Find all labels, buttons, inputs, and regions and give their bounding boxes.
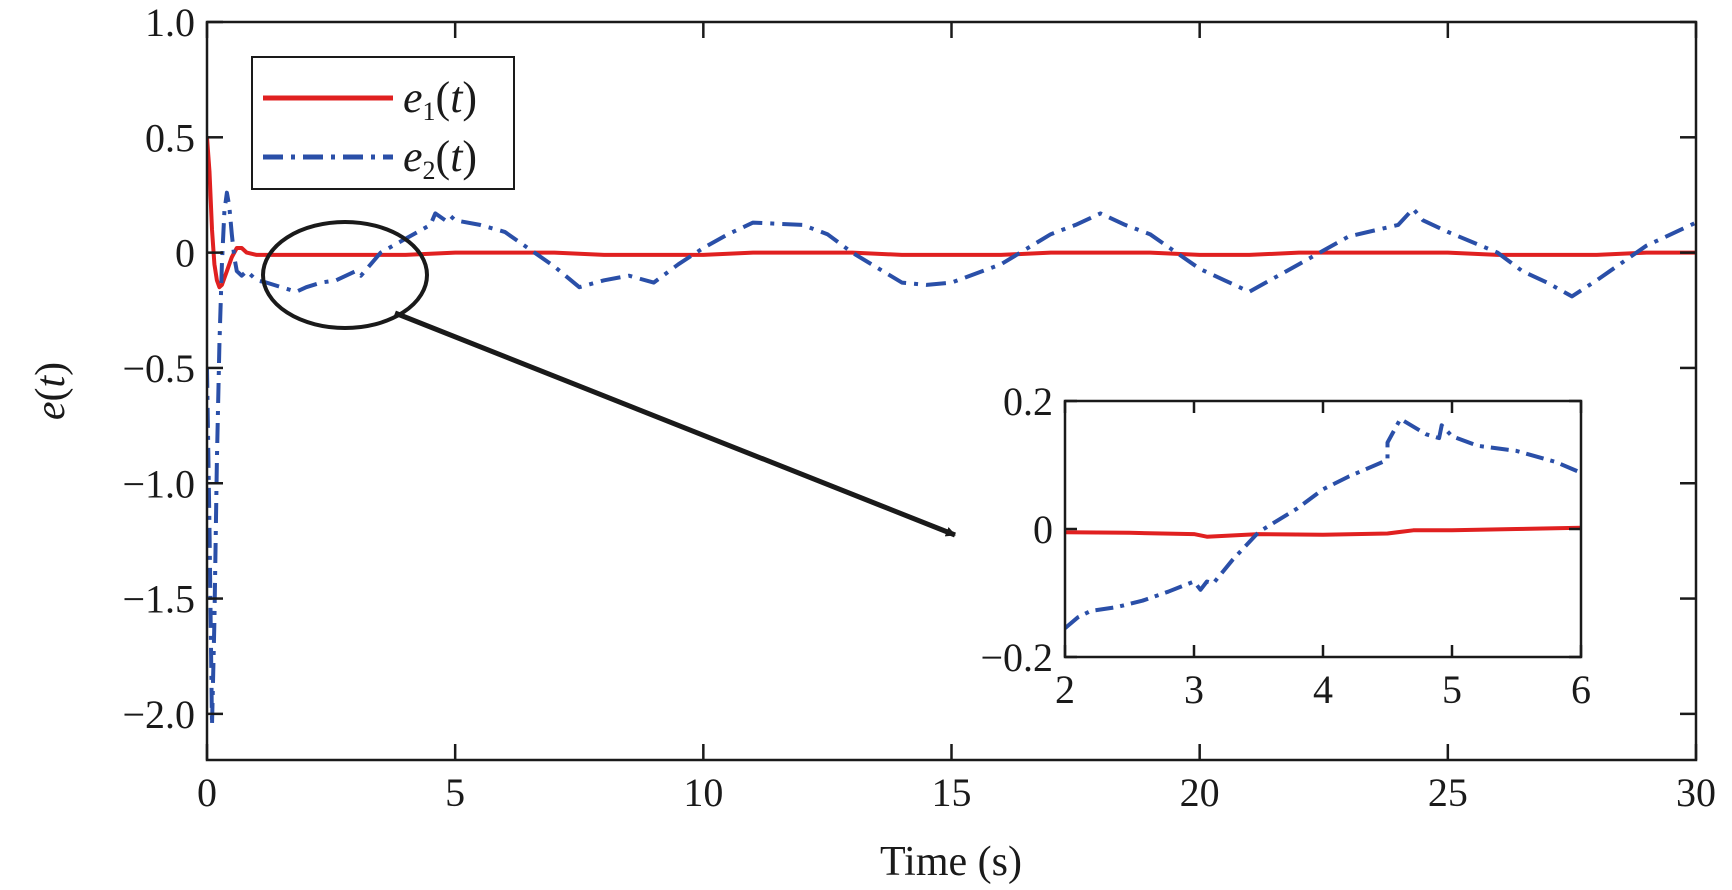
legend-label-e2: e2(t): [403, 132, 477, 185]
main-series-line-1: [207, 137, 1696, 290]
main-y-tick-label: 1.0: [145, 0, 195, 45]
main-x-tick-label: 15: [932, 770, 972, 815]
main-x-tick-label: 30: [1676, 770, 1716, 815]
zoom-arrow: [394, 310, 956, 538]
inset-plot: 2 3 4 5 6 −0.2 0 0.2: [980, 379, 1591, 712]
main-x-tick-label: 20: [1180, 770, 1220, 815]
main-x-tick-label: 5: [445, 770, 465, 815]
inset-x-tick-label: 2: [1055, 667, 1075, 712]
main-y-tick-label: −1.5: [122, 577, 195, 622]
inset-x-tick-label: 4: [1313, 667, 1333, 712]
inset-y-tick-label: −0.2: [980, 635, 1053, 680]
zoom-ellipse: [261, 220, 429, 330]
inset-y-tick-label: 0.2: [1003, 379, 1053, 424]
main-y-tick-label: 0: [175, 231, 195, 276]
inset-y-tick-label: 0: [1033, 507, 1053, 552]
inset-series-line-2: [1065, 416, 1581, 630]
main-x-tick-label: 10: [683, 770, 723, 815]
main-series-group: [207, 137, 1696, 728]
main-y-tick-label: −1.0: [122, 461, 195, 506]
main-x-tick-label: 25: [1428, 770, 1468, 815]
inset-x-tick-label: 6: [1571, 667, 1591, 712]
main-y-tick-label: 0.5: [145, 115, 195, 160]
main-y-tick-label: −0.5: [122, 346, 195, 391]
main-x-tick-label: 0: [197, 770, 217, 815]
legend-label-e1: e1(t): [403, 73, 477, 126]
x-axis-title: Time (s): [880, 839, 1022, 885]
main-y-tick-label: −2.0: [122, 692, 195, 737]
inset-x-tick-label: 5: [1442, 667, 1462, 712]
inset-x-tick-label: 3: [1184, 667, 1204, 712]
inset-series-line-1: [1065, 525, 1581, 539]
y-axis-title: e(t): [28, 362, 74, 420]
inset-series-group: [1065, 416, 1581, 630]
legend-box: [251, 56, 515, 190]
main-series-line-2: [207, 190, 1696, 728]
legend: e1(t) e2(t): [251, 56, 515, 190]
